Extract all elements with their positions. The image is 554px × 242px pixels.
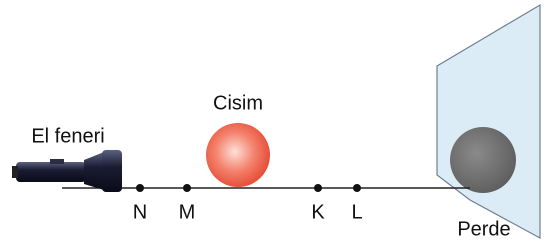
point-label: L: [351, 201, 362, 223]
flashlight-label: El feneri: [31, 125, 104, 147]
flashlight: [12, 150, 122, 192]
point-label: M: [179, 201, 196, 223]
diagram: N M K L El feneri Cisim Perde: [0, 0, 554, 242]
screen-label: Perde: [457, 218, 510, 240]
object-label: Cisim: [213, 92, 263, 114]
screen: [437, 5, 540, 238]
object: [206, 123, 270, 187]
point-label: K: [311, 201, 325, 223]
point-label: N: [133, 201, 147, 223]
shadow: [450, 127, 516, 193]
